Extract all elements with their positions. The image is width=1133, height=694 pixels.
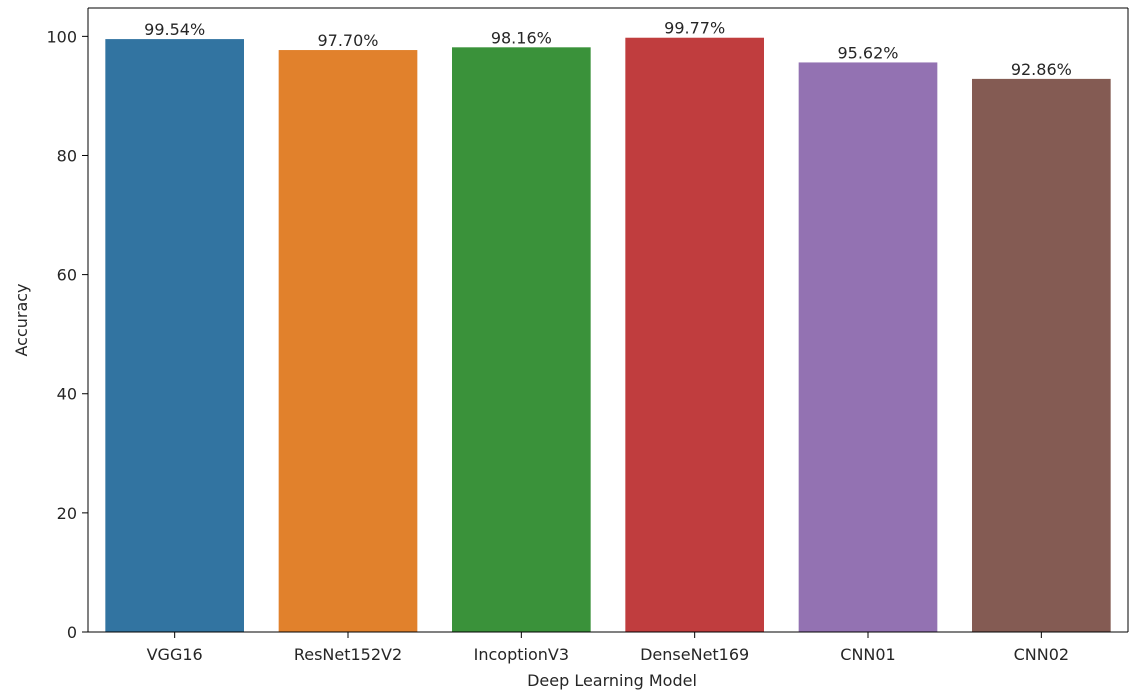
bar-cnn02 bbox=[972, 78, 1111, 632]
x-tick-label: VGG16 bbox=[147, 645, 203, 664]
y-tick-label: 20 bbox=[57, 504, 77, 523]
x-axis-ticks: VGG16 ResNet152V2 IncoptionV3 DenseNet169 CN… bbox=[147, 632, 1069, 664]
data-label-cnn01: 95.62% bbox=[837, 43, 898, 62]
y-tick-label: 60 bbox=[57, 266, 77, 285]
x-tick-label: CNN01 bbox=[840, 645, 895, 664]
data-label-incoptionv3: 98.16% bbox=[491, 28, 552, 47]
bar-incoptionv3 bbox=[452, 47, 591, 632]
bar-vgg16 bbox=[105, 39, 244, 633]
x-tick-label: CNN02 bbox=[1014, 645, 1069, 664]
bars-group bbox=[105, 37, 1111, 633]
bar-resnet152v2 bbox=[278, 50, 418, 633]
x-axis-label: Deep Learning Model bbox=[527, 671, 697, 690]
bar-densenet169 bbox=[625, 37, 764, 633]
data-label-densenet169: 99.77% bbox=[664, 19, 725, 38]
x-tick-label: IncoptionV3 bbox=[474, 645, 569, 664]
data-labels-group: 99.54% 97.70% 98.16% 99.77% 95.62% 92.86% bbox=[144, 19, 1072, 79]
y-tick-label: 80 bbox=[57, 146, 77, 165]
y-tick-label: 0 bbox=[67, 623, 77, 642]
data-label-vgg16: 99.54% bbox=[144, 20, 205, 39]
y-axis-label: Accuracy bbox=[12, 283, 31, 356]
x-tick-label: DenseNet169 bbox=[640, 645, 749, 664]
x-tick-label: ResNet152V2 bbox=[294, 645, 402, 664]
data-label-cnn02: 92.86% bbox=[1011, 60, 1072, 79]
y-tick-label: 40 bbox=[57, 385, 77, 404]
y-axis-ticks: 0 20 40 60 80 100 bbox=[46, 27, 88, 642]
y-tick-label: 100 bbox=[46, 27, 77, 46]
bar-cnn01 bbox=[798, 62, 938, 633]
data-label-resnet152v2: 97.70% bbox=[317, 31, 378, 50]
